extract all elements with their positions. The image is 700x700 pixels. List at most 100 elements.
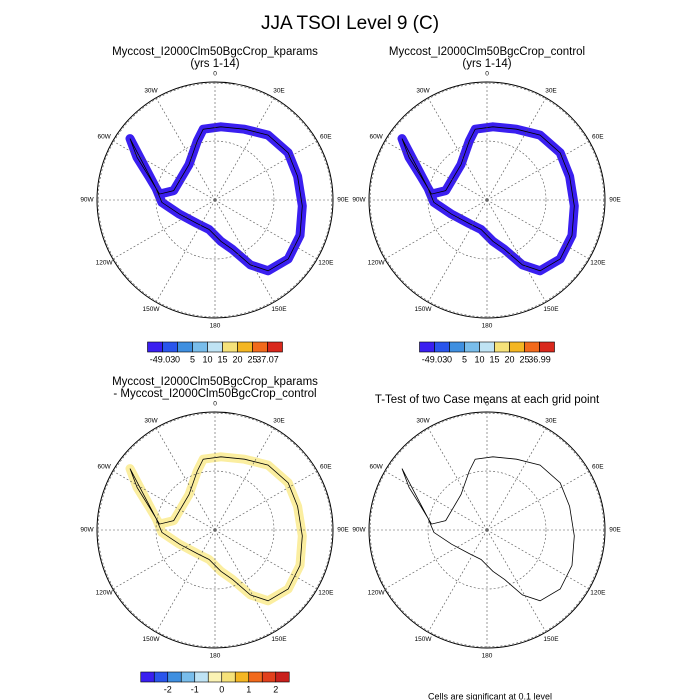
colorbar-box — [192, 341, 208, 353]
longitude-label: 60W — [369, 464, 383, 471]
meridian — [427, 427, 488, 531]
colorbar-box — [509, 341, 525, 353]
longitude-label: 30E — [545, 418, 557, 425]
colorbar-box — [237, 341, 253, 353]
colorbar-box — [524, 341, 540, 353]
longitude-label: 30E — [273, 418, 285, 425]
colorbar-label: 20 — [504, 354, 514, 364]
colorbar-label: 36.99 — [528, 354, 551, 364]
longitude-label: 30W — [144, 418, 158, 425]
longitude-label: 60E — [592, 134, 604, 141]
longitude-label: 150W — [415, 636, 433, 643]
colorbar-box — [180, 671, 196, 683]
longitude-label: 120E — [318, 260, 334, 267]
data-field — [125, 122, 307, 276]
longitude-label: 30W — [416, 88, 430, 95]
colorbar-label: 20 — [232, 354, 242, 364]
colorbar-label: 0 — [175, 354, 180, 364]
panel-title: Myccost_I2000Clm50BgcCrop_control — [389, 46, 585, 58]
meridian — [427, 97, 488, 201]
longitude-label: 150E — [543, 636, 559, 643]
data-field — [397, 122, 579, 276]
colorbar-label: -49.03 — [422, 354, 448, 364]
longitude-label: 0 — [213, 401, 217, 408]
meridian — [155, 427, 216, 531]
panel-title: - Myccost_I2000Clm50BgcCrop_control — [113, 388, 316, 400]
longitude-label: 180 — [210, 653, 221, 660]
longitude-label: 180 — [210, 323, 221, 330]
longitude-label: 120W — [368, 260, 386, 267]
colorbar-box — [222, 341, 238, 353]
colorbar-label: 37.07 — [256, 354, 279, 364]
longitude-label: 150E — [543, 306, 559, 313]
longitude-label: 180 — [482, 323, 493, 330]
colorbar-box — [434, 341, 450, 353]
colorbar-box — [177, 341, 193, 353]
meridian — [427, 529, 488, 633]
panel-title: T-Test of two Case means at each grid po… — [375, 394, 600, 406]
colorbar-label: -49.03 — [150, 354, 176, 364]
panel-title: Myccost_I2000Clm50BgcCrop_kparams — [112, 376, 318, 388]
colorbar-box — [494, 341, 510, 353]
colorbar-box — [140, 671, 155, 683]
latitude-line — [155, 470, 275, 590]
coastline — [129, 456, 303, 602]
longitude-label: 90W — [352, 527, 366, 534]
longitude-label: 60W — [369, 134, 383, 141]
longitude-label: 30E — [273, 88, 285, 95]
longitude-label: 0 — [485, 71, 489, 78]
longitude-label: 120W — [96, 260, 114, 267]
longitude-label: 30W — [416, 418, 430, 425]
longitude-label: 90W — [352, 197, 366, 204]
data-field — [125, 452, 307, 606]
latitude-line — [155, 140, 275, 260]
colorbar-box — [479, 341, 495, 353]
longitude-label: 60W — [97, 134, 111, 141]
longitude-label: 60E — [320, 134, 332, 141]
longitude-label: 90E — [337, 527, 349, 534]
meridian — [155, 97, 216, 201]
colorbar-box — [207, 671, 223, 683]
longitude-label: 150W — [415, 306, 433, 313]
coastline — [401, 456, 575, 602]
longitude-label: 120E — [590, 260, 606, 267]
colorbar-label: 25 — [519, 354, 529, 364]
colorbar-box — [147, 341, 163, 353]
colorbar-box — [153, 671, 169, 683]
colorbar-label: 5 — [190, 354, 195, 364]
colorbar-label: -2 — [164, 684, 172, 694]
longitude-label: 150W — [143, 306, 161, 313]
colorbar-box — [248, 671, 263, 683]
colorbar-box — [162, 341, 178, 353]
colorbar-label: 25 — [247, 354, 257, 364]
colorbar-label: 0 — [219, 684, 224, 694]
colorbar-label: 1 — [246, 684, 251, 694]
figure-title: JJA TSOI Level 9 (C) — [261, 13, 439, 34]
colorbar-label: 0 — [447, 354, 452, 364]
colorbar-label: 10 — [202, 354, 212, 364]
colorbar-label: -1 — [191, 684, 199, 694]
colorbar-box — [207, 341, 223, 353]
colorbar-box — [261, 671, 277, 683]
longitude-label: 0 — [213, 71, 217, 78]
coastline — [401, 126, 575, 272]
colorbar-box — [167, 671, 182, 683]
colorbar-box — [267, 341, 283, 353]
latitude-line — [427, 140, 547, 260]
longitude-label: 90W — [80, 197, 94, 204]
longitude-label: 120E — [318, 590, 334, 597]
colorbar-label: 2 — [273, 684, 278, 694]
latitude-line — [427, 470, 547, 590]
longitude-label: 90E — [609, 527, 621, 534]
longitude-label: 120W — [96, 590, 114, 597]
longitude-label: 30E — [545, 88, 557, 95]
panel-title: (yrs 1-14) — [462, 58, 511, 70]
longitude-label: 30W — [144, 88, 158, 95]
longitude-label: 120W — [368, 590, 386, 597]
longitude-label: 60E — [592, 464, 604, 471]
panel-title: (yrs 1-14) — [190, 58, 239, 70]
longitude-label: 150E — [271, 306, 287, 313]
longitude-label: 0 — [485, 401, 489, 408]
meridian — [486, 470, 590, 531]
